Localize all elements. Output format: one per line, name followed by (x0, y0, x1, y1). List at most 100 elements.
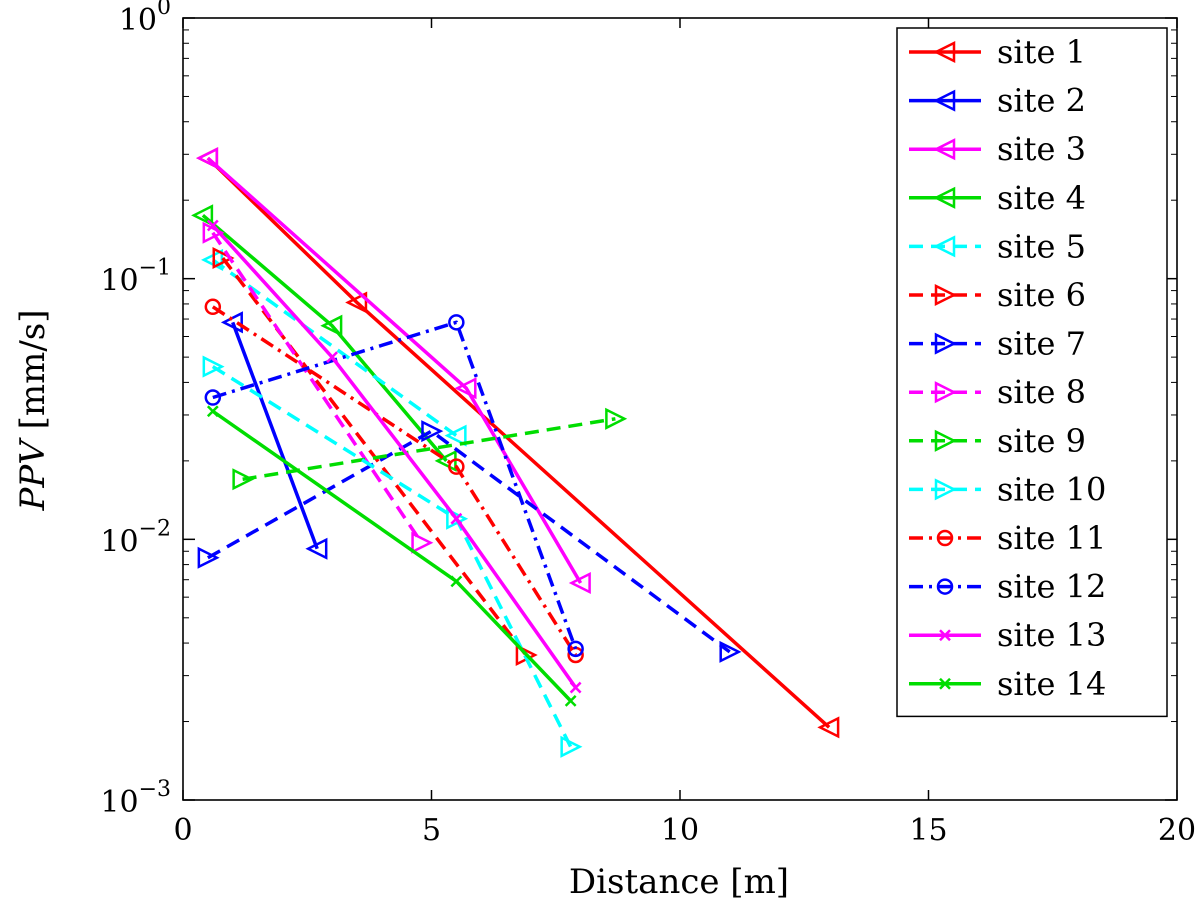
series-11 (204, 298, 584, 664)
legend-label: site 12 (997, 568, 1106, 606)
series-12 (204, 314, 584, 658)
legend-entry: site 7 (909, 325, 1086, 363)
data-point (202, 355, 225, 378)
legend-label: site 9 (997, 422, 1086, 460)
data-point (326, 351, 338, 364)
series-line (201, 213, 448, 462)
y-tick-label: 10−3 (100, 777, 171, 820)
series-line (231, 321, 319, 550)
data-point (454, 377, 477, 400)
data-point (204, 298, 222, 316)
legend-entry: site 1 (909, 33, 1086, 71)
series-line (206, 156, 583, 584)
legend-marker (933, 89, 956, 112)
legend: site 1 site 2 site 3 site 4 site 5 site 6 site… (896, 27, 1168, 718)
legend-marker (939, 677, 951, 690)
legend-marker (933, 40, 956, 64)
data-point (568, 571, 591, 595)
legend-marker (933, 186, 956, 209)
series-10 (202, 355, 583, 758)
legend-label: site 6 (997, 276, 1086, 314)
legend-marker (933, 138, 956, 161)
legend-box (896, 27, 1168, 718)
legend-entry: site 6 (909, 276, 1086, 314)
legend-entry: site 5 (909, 227, 1086, 265)
legend-label: site 1 (997, 33, 1086, 71)
legend-entry: site 2 (909, 82, 1086, 120)
legend-entry: site 4 (909, 179, 1086, 217)
data-point (569, 681, 582, 694)
data-point (191, 204, 214, 227)
legend-marker (936, 578, 954, 595)
data-point (444, 424, 467, 447)
legend-entry: site 11 (909, 519, 1106, 557)
data-point (320, 314, 343, 337)
series-13 (206, 219, 582, 694)
data-point (450, 512, 463, 525)
data-point (206, 219, 219, 232)
data-point (448, 314, 465, 331)
legend-entry: site 10 (909, 470, 1106, 508)
legend-entry: site 9 (909, 422, 1086, 460)
data-point (305, 537, 328, 560)
y-tick-label: 10−1 (100, 256, 171, 299)
series-14 (206, 405, 577, 707)
legend-label: site 14 (997, 665, 1106, 703)
legend-label: site 2 (997, 82, 1086, 120)
y-axis-label: PPV [mm/s] (13, 309, 53, 511)
series-line (211, 231, 424, 544)
data-point (212, 247, 235, 270)
series-line (212, 320, 578, 650)
x-tick-label: 0 (173, 813, 192, 848)
data-point (450, 575, 463, 588)
x-tick-label: 5 (422, 813, 441, 848)
x-axis-label: Distance [m] (569, 862, 789, 902)
plot-area-border (182, 17, 1178, 801)
series-3 (196, 147, 591, 595)
legend-marker (939, 629, 951, 642)
series-line (211, 258, 458, 438)
legend-entry: site 12 (909, 568, 1106, 606)
legend-entry: site 3 (909, 130, 1086, 168)
legend-label: site 11 (997, 519, 1106, 557)
series-9 (232, 407, 628, 491)
legend-marker (934, 478, 957, 501)
legend-marker (934, 381, 957, 404)
legend-label: site 4 (997, 179, 1086, 217)
data-point (605, 407, 628, 430)
legend-marker (934, 429, 957, 452)
data-point (560, 735, 583, 758)
plot-frame (182, 17, 1178, 801)
y-tick-label: 10−2 (100, 516, 171, 559)
data-point (567, 640, 584, 658)
data-point (817, 716, 840, 739)
series-8 (202, 221, 434, 554)
legend-label: site 10 (997, 470, 1106, 508)
series-4 (191, 204, 457, 472)
data-point (196, 147, 219, 170)
legend-label: site 13 (997, 616, 1106, 654)
legend-marker (934, 332, 957, 355)
data-point (206, 405, 219, 418)
series-line (242, 417, 616, 481)
x-tick-label: 10 (661, 813, 699, 848)
series-line (206, 156, 831, 729)
legend-marker (936, 529, 954, 547)
data-point (421, 420, 444, 443)
y-axis-label-unit: [mm/s] (13, 309, 53, 440)
legend-entry: site 13 (909, 616, 1106, 654)
x-tick-label: 15 (909, 813, 947, 848)
data-point (564, 695, 577, 707)
data-point (204, 389, 222, 406)
data-point (232, 468, 255, 491)
x-tick-label: 20 (1158, 813, 1196, 848)
series-line (211, 305, 578, 656)
data-point (202, 221, 225, 244)
legend-label: site 7 (997, 325, 1086, 363)
series-7 (197, 420, 742, 663)
legend-label: site 3 (997, 130, 1086, 168)
legend-label: site 8 (997, 373, 1086, 411)
legend-entry: site 14 (909, 665, 1106, 703)
data-point (446, 507, 469, 530)
